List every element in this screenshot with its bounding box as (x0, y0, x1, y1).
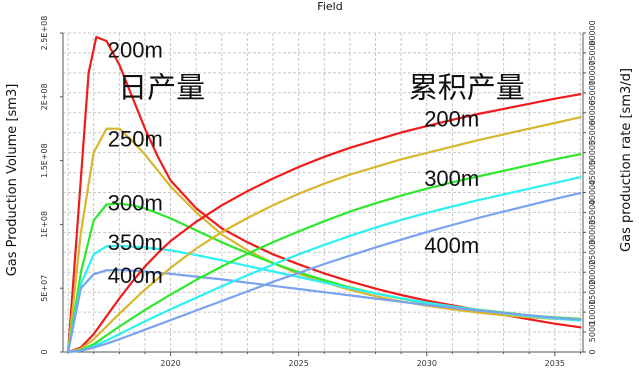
y-left-tick-label: 1E+08 (40, 211, 49, 238)
y-right-tick-label: 5000 (588, 322, 597, 342)
annotation-spacing-label: 400m (424, 233, 479, 258)
annotation-group-label: 累积产量 (409, 72, 525, 105)
annotation-spacing-label: 250m (108, 127, 163, 152)
y-axis-right-title: Gas production rate [sm3/d] (619, 68, 634, 252)
series-line-rate-400m (67, 268, 582, 354)
annotation-spacing-label: 200m (424, 107, 479, 132)
y-right-tick-label: 40000 (588, 180, 597, 205)
x-tick-label: 2035 (545, 359, 565, 368)
tick-labels: 2020 2025 2030 2035 0 5E+07 1E+08 1.5E+08 2E+08 2… (40, 16, 597, 368)
y-right-tick-label: 25000 (588, 240, 597, 265)
y-right-tick-label: 60000 (588, 100, 597, 125)
series-lines (67, 35, 582, 354)
y-left-tick-label: 2E+08 (40, 83, 49, 110)
annotation-spacing-label: 300m (108, 190, 163, 215)
y-right-tick-label: 70000 (588, 60, 597, 85)
series-line-cumulative-300m (67, 153, 582, 354)
annotation-spacing-label: 400m (108, 263, 163, 288)
y-right-tick-label: 50000 (588, 140, 597, 165)
y-right-tick-label: 20000 (588, 260, 597, 285)
series-line-cumulative-250m (67, 116, 582, 354)
annotation-group-label: 日产量 (118, 72, 205, 105)
annotation-spacing-label: 300m (424, 166, 479, 191)
y-right-tick-label: 65000 (588, 80, 597, 105)
y-right-tick-label: 0 (588, 349, 597, 354)
x-tick-label: 2020 (160, 359, 180, 368)
y-right-tick-label: 45000 (588, 160, 597, 185)
series-line-cumulative-200m (67, 93, 582, 354)
annotation-spacing-label: 350m (108, 230, 163, 255)
y-right-tick-label: 10000 (588, 299, 597, 324)
series-line-cumulative-400m (67, 192, 582, 354)
y-left-tick-label: 5E+07 (40, 275, 49, 302)
y-right-tick-label: 15000 (588, 279, 597, 304)
y-left-tick-label: 2.5E+08 (40, 16, 49, 51)
y-right-tick-label: 30000 (588, 220, 597, 245)
y-right-tick-label: 75000 (588, 40, 597, 65)
y-axis-left-title: Gas Production Volume [sm3] (5, 84, 20, 277)
series-line-cumulative-350m (67, 176, 582, 354)
chart-title: Field (317, 0, 342, 13)
y-right-tick-label: 80000 (588, 20, 597, 45)
annotation-spacing-label: 200m (108, 38, 163, 63)
y-right-tick-label: 55000 (588, 120, 597, 145)
y-left-tick-label: 0 (40, 349, 49, 354)
y-left-tick-label: 1.5E+08 (40, 143, 49, 178)
x-tick-label: 2025 (288, 359, 308, 368)
x-tick-label: 2030 (417, 359, 437, 368)
y-right-tick-label: 35000 (588, 200, 597, 225)
